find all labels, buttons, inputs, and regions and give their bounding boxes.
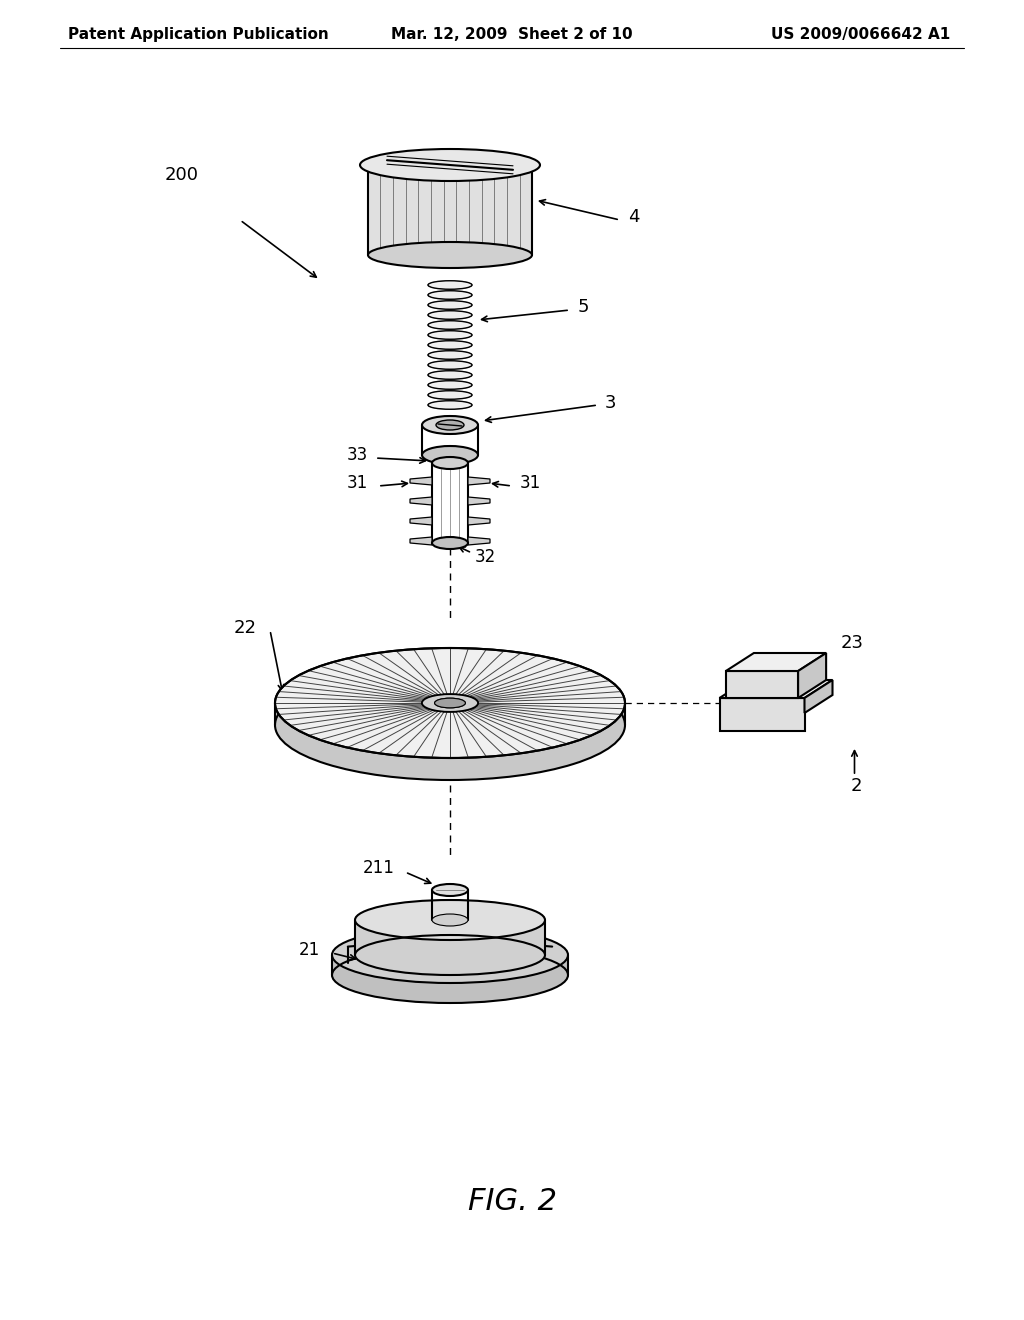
Text: 211: 211 xyxy=(364,859,395,876)
Polygon shape xyxy=(410,517,432,525)
Ellipse shape xyxy=(428,341,472,350)
Ellipse shape xyxy=(275,648,625,758)
Ellipse shape xyxy=(434,698,465,708)
Ellipse shape xyxy=(436,420,464,430)
Ellipse shape xyxy=(432,913,468,927)
Text: 3: 3 xyxy=(605,393,616,412)
Text: Mar. 12, 2009  Sheet 2 of 10: Mar. 12, 2009 Sheet 2 of 10 xyxy=(391,26,633,42)
Polygon shape xyxy=(410,498,432,506)
Ellipse shape xyxy=(428,351,472,359)
Ellipse shape xyxy=(422,694,478,711)
Text: 23: 23 xyxy=(841,634,863,652)
Polygon shape xyxy=(275,704,625,780)
Text: FIG. 2: FIG. 2 xyxy=(468,1188,556,1217)
Ellipse shape xyxy=(422,446,478,465)
Text: US 2009/0066642 A1: US 2009/0066642 A1 xyxy=(771,26,950,42)
Ellipse shape xyxy=(422,694,478,711)
Text: 31: 31 xyxy=(347,474,368,492)
Text: 33: 33 xyxy=(347,446,368,465)
Polygon shape xyxy=(468,537,490,545)
Text: Patent Application Publication: Patent Application Publication xyxy=(68,26,329,42)
Ellipse shape xyxy=(332,927,568,983)
Ellipse shape xyxy=(434,698,465,708)
Text: 2: 2 xyxy=(851,777,862,795)
Ellipse shape xyxy=(428,310,472,319)
Ellipse shape xyxy=(422,416,478,434)
Polygon shape xyxy=(805,680,833,713)
Polygon shape xyxy=(720,698,805,731)
Ellipse shape xyxy=(428,331,472,339)
Text: 32: 32 xyxy=(475,548,497,566)
Polygon shape xyxy=(355,920,545,975)
Polygon shape xyxy=(368,165,532,255)
Ellipse shape xyxy=(428,301,472,309)
Ellipse shape xyxy=(428,380,472,389)
Ellipse shape xyxy=(428,401,472,409)
Text: 5: 5 xyxy=(578,298,590,315)
Text: 21: 21 xyxy=(299,941,319,960)
Text: 200: 200 xyxy=(165,166,199,183)
Ellipse shape xyxy=(428,391,472,399)
Ellipse shape xyxy=(432,537,468,549)
Ellipse shape xyxy=(432,884,468,896)
Text: 31: 31 xyxy=(520,474,542,492)
Ellipse shape xyxy=(368,242,532,268)
Ellipse shape xyxy=(428,360,472,370)
Polygon shape xyxy=(468,477,490,484)
Ellipse shape xyxy=(432,457,468,469)
Polygon shape xyxy=(410,537,432,545)
Polygon shape xyxy=(720,680,833,698)
Polygon shape xyxy=(468,498,490,506)
Ellipse shape xyxy=(428,371,472,379)
Polygon shape xyxy=(798,653,826,698)
Text: 4: 4 xyxy=(628,209,640,226)
Polygon shape xyxy=(726,671,798,698)
Polygon shape xyxy=(726,653,826,671)
Polygon shape xyxy=(410,477,432,484)
Ellipse shape xyxy=(355,900,545,940)
Ellipse shape xyxy=(428,290,472,300)
Text: 22: 22 xyxy=(234,619,257,638)
Polygon shape xyxy=(332,954,568,1003)
Ellipse shape xyxy=(428,281,472,289)
Ellipse shape xyxy=(428,321,472,329)
Polygon shape xyxy=(468,517,490,525)
Ellipse shape xyxy=(360,149,540,181)
